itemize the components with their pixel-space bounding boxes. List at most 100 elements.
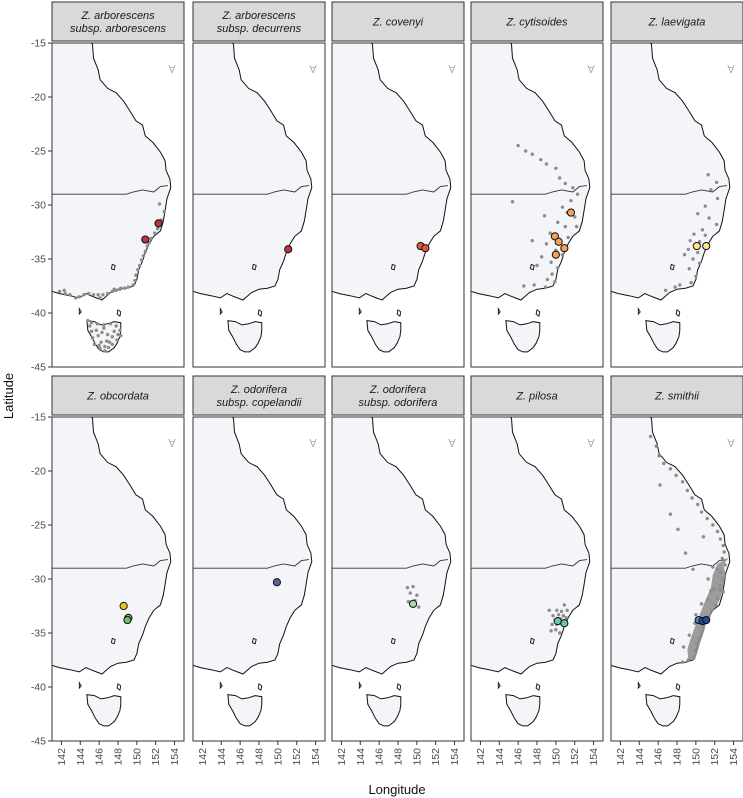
x-tick-label: 154 (169, 748, 181, 766)
panel-4: Z. cytisoides Ɐ (470, 1, 604, 368)
x-tick-label: 150 (411, 748, 423, 766)
y-tick-label: -40 (31, 308, 46, 320)
occurrence-point (663, 288, 668, 293)
facet-title-line: Z. covenyi (372, 17, 424, 29)
facet-title-line: Z. laevigata (648, 17, 706, 29)
occurrence-point (699, 602, 704, 606)
map-area: Ɐ (332, 417, 464, 741)
occurrence-point (721, 590, 725, 594)
occurrence-point (545, 277, 550, 282)
y-tick-label: -20 (31, 466, 46, 478)
occurrence-point (89, 321, 94, 325)
y-tick-label: -45 (31, 736, 46, 748)
island-shape (497, 307, 501, 316)
state-border (193, 185, 310, 195)
x-tick-label: 152 (150, 748, 162, 766)
tasmania-shape (505, 320, 541, 353)
x-tick-label: 154 (588, 748, 600, 766)
y-axis-title: Latitude (1, 373, 16, 419)
state-border (611, 559, 728, 569)
highlight-point (566, 208, 576, 217)
highlight-point (141, 235, 150, 244)
facet-title-line: Z. odorifera (369, 384, 426, 396)
facet-strip (51, 375, 185, 416)
occurrence-point (561, 614, 566, 618)
occurrence-point (87, 291, 91, 296)
occurrence-point (530, 152, 534, 156)
tasmania-shape (227, 694, 263, 727)
island-shape (358, 681, 362, 690)
occurrence-point (680, 480, 685, 484)
y-tick-label: -15 (31, 38, 46, 50)
island-shape (390, 263, 396, 271)
occurrence-point (137, 263, 142, 268)
x-tick-label: 142 (56, 748, 68, 766)
occurrence-point (681, 645, 686, 649)
occurrence-point (157, 202, 162, 206)
occurrence-point (141, 254, 146, 258)
occurrence-point (686, 658, 691, 662)
occurrence-point (706, 577, 710, 581)
y-tick-label: -45 (31, 362, 46, 374)
north-arrow-icon: Ɐ (309, 63, 317, 76)
occurrence-point (689, 281, 693, 285)
highlight-point (551, 250, 560, 259)
tasmania-shape (366, 320, 402, 353)
y-tick-label: -15 (31, 412, 46, 424)
occurrence-point (566, 235, 570, 240)
y-tick-label: -35 (31, 628, 46, 640)
mainland-shape (52, 417, 171, 674)
occurrence-point (88, 324, 92, 328)
panel-9: Z. pilosa Ɐ (470, 375, 604, 742)
occurrence-point (715, 196, 720, 201)
facet-title-line: subsp. odorifera (359, 397, 438, 409)
occurrence-point (516, 143, 520, 148)
facet-strip (610, 1, 743, 42)
island-shape (251, 263, 257, 271)
occurrence-point (86, 318, 90, 323)
x-tick-label: 142 (197, 748, 209, 766)
occurrence-point (99, 340, 103, 344)
x-tick-label: 146 (235, 748, 247, 766)
x-tick-label: 146 (374, 748, 386, 766)
facet-title-line: subsp. copelandii (216, 397, 302, 409)
occurrence-point (692, 232, 696, 236)
coastline (193, 417, 313, 675)
occurrence-point (668, 467, 673, 471)
occurrence-point (522, 284, 526, 288)
occurrence-point (707, 216, 711, 220)
occurrence-point (648, 434, 653, 439)
x-axes-layer: 142 144 146 148 150 152 154 142 144 146 148 150 152 1… (56, 741, 740, 766)
facet-strip (331, 1, 465, 42)
occurrence-region (687, 557, 729, 660)
occurrence-point (553, 279, 557, 284)
occurrence-point (565, 608, 569, 613)
occurrence-point (715, 596, 720, 601)
map-area: Ɐ (52, 43, 184, 367)
state-border (471, 559, 588, 569)
facet-title-line: Z. arborescens (80, 10, 155, 22)
x-tick-label: 150 (550, 748, 562, 766)
occurrence-point (711, 565, 715, 569)
occurrence-point (718, 583, 723, 588)
occurrence-point (535, 263, 539, 268)
highlight-point (123, 615, 132, 625)
occurrence-point (556, 265, 560, 270)
occurrence-point (139, 258, 144, 262)
highlight-point (560, 244, 569, 253)
occurrence-point (696, 502, 700, 507)
occurrence-point (709, 589, 713, 593)
north-arrow-icon: Ɐ (448, 437, 456, 450)
island-shape (116, 683, 122, 691)
occurrence-point (105, 291, 110, 296)
occurrence-point (703, 204, 707, 208)
occurrence-point (678, 283, 682, 287)
occurrence-point (693, 648, 697, 652)
occurrence-point (408, 591, 412, 595)
island-shape (529, 263, 535, 271)
island-shape (529, 637, 535, 645)
occurrence-point (713, 603, 718, 607)
occurrence-point (701, 535, 706, 539)
occurrence-point (112, 287, 116, 291)
